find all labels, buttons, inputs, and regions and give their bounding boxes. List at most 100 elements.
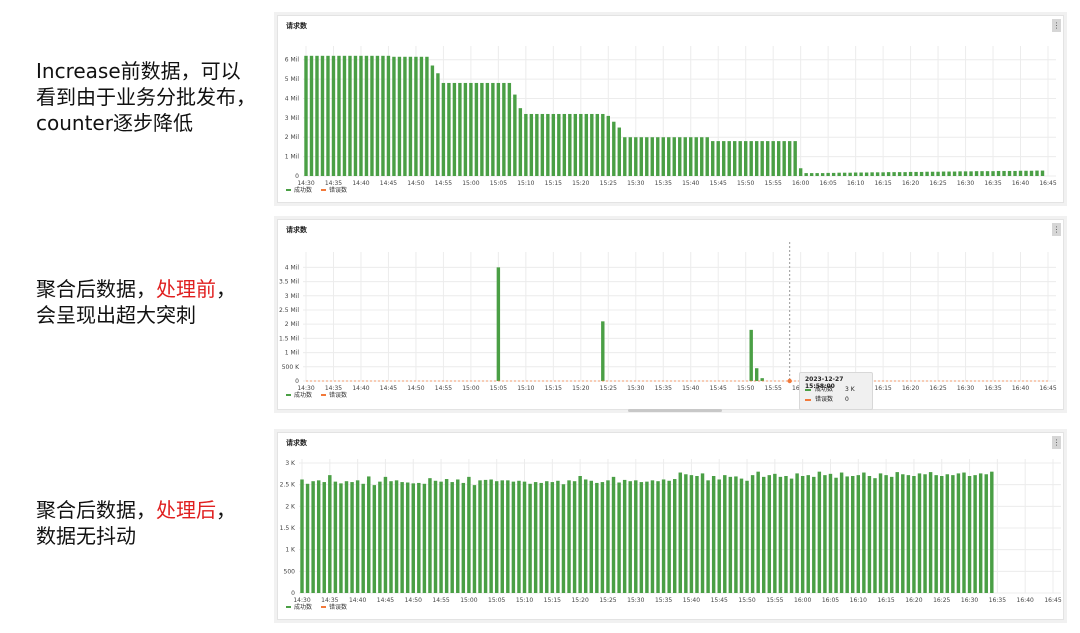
caption-line: 聚合后数据，处理后， [36, 497, 236, 523]
bar-success [984, 474, 988, 593]
bar-success [348, 55, 352, 176]
legend-swatch [321, 394, 326, 396]
bar-success [812, 476, 816, 593]
bar-success [578, 476, 582, 593]
bar-success [1018, 170, 1023, 176]
caption-text: 聚合后数据， [36, 277, 156, 301]
bar-success [441, 82, 446, 176]
legend-label: 成功数 [294, 603, 312, 611]
x-tick-label: 15:45 [710, 385, 727, 392]
bar-success [430, 65, 435, 176]
x-tick-label: 15:50 [737, 385, 754, 392]
x-tick-label: 15:55 [766, 597, 783, 604]
panel-menu-icon[interactable]: ⋮ [1052, 19, 1061, 32]
bar-success [556, 480, 560, 593]
bar-success [333, 481, 338, 593]
bar-success [304, 55, 308, 176]
chart-svg: 0 1 Mil 2 Mil 3 Mil 4 Mil 5 Mil 6 Mil 14:30 14:3… [285, 46, 1057, 194]
caption-before: 聚合后数据，处理前， 会呈现出超大突刺 [36, 276, 236, 328]
bar-success [722, 141, 726, 176]
bar-success [884, 475, 888, 593]
x-tick-label: 15:25 [599, 597, 616, 604]
bar-success [389, 481, 393, 593]
caption-line: Increase前数据，可以 [36, 59, 241, 83]
bar-success [695, 476, 699, 593]
x-tick-label: 14:50 [407, 385, 424, 392]
bar-success [342, 55, 347, 176]
bar-success [756, 471, 760, 593]
bar-success [917, 473, 922, 593]
bar-success [583, 479, 588, 593]
bar-success [524, 113, 528, 176]
panel-menu-icon[interactable]: ⋮ [1052, 436, 1061, 449]
x-tick-label: 14:45 [377, 597, 394, 604]
y-tick-label: 4 Mil [285, 95, 300, 102]
chart-tooltip: 2023-12-27 15:58:00 成功数 3 K 错误数 0 [799, 372, 873, 410]
bar-success [513, 94, 517, 176]
x-tick-label: 14:45 [380, 180, 397, 187]
bar-success [897, 172, 902, 176]
bar-success [859, 172, 863, 176]
tooltip-label: 成功数 [815, 386, 834, 393]
bar-success [706, 480, 710, 593]
x-tick-label: 15:15 [544, 597, 561, 604]
y-tick-label: 500 K [282, 364, 300, 371]
bar-success [700, 473, 705, 593]
bar-success [645, 481, 649, 593]
x-tick-label: 15:50 [738, 597, 755, 604]
bar-success [316, 480, 321, 593]
bar-success [397, 56, 402, 176]
x-tick-label: 16:15 [874, 180, 891, 187]
bar-success [483, 479, 488, 593]
x-tick-label: 14:55 [432, 597, 449, 604]
panel-menu-icon[interactable]: ⋮ [1052, 223, 1061, 236]
panel-title: 请求数 [286, 22, 307, 30]
tooltip-row: 成功数 3 K [805, 386, 865, 394]
bar-success [839, 472, 844, 593]
x-tick-label: 14:45 [380, 385, 397, 392]
x-tick-label: 16:45 [1044, 597, 1061, 604]
x-tick-label: 14:35 [321, 597, 338, 604]
bar-success [568, 113, 572, 176]
bar-success [705, 137, 709, 176]
bar-success [969, 171, 973, 176]
bar-success [856, 475, 861, 593]
legend-label: 错误数 [329, 186, 347, 194]
bar-success [689, 137, 693, 176]
bar-success [734, 476, 738, 593]
x-tick-label: 15:50 [737, 180, 754, 187]
legend-swatch [321, 606, 326, 608]
x-tick-label: 15:00 [462, 385, 479, 392]
x-tick-label: 16:05 [822, 597, 839, 604]
bar-success [892, 172, 896, 176]
bar-success [798, 168, 803, 176]
legend-label: 成功数 [294, 186, 312, 194]
bar-success [436, 73, 440, 176]
bar-success [494, 481, 499, 593]
bar-success [309, 55, 314, 176]
bar-success [511, 481, 516, 593]
bar-success [400, 482, 404, 593]
bar-success [963, 171, 968, 176]
bar-success [870, 172, 874, 176]
bar-success [650, 137, 654, 176]
x-tick-label: 15:15 [545, 385, 562, 392]
bar-success [533, 482, 538, 593]
x-tick-label: 16:30 [957, 180, 974, 187]
bar-success [528, 483, 532, 593]
bar-success [848, 172, 852, 176]
x-tick-label: 16:15 [877, 597, 894, 604]
caption-line: 聚合后数据，处理前， [36, 276, 236, 302]
bar-success [439, 481, 443, 593]
bar-success [606, 115, 611, 176]
horizontal-scrollbar[interactable] [628, 409, 722, 412]
legend-swatch [805, 399, 811, 401]
x-tick-label: 15:30 [627, 180, 644, 187]
caption-after: 聚合后数据，处理后， 数据无抖动 [36, 497, 236, 549]
bar-success [535, 113, 539, 176]
x-tick-label: 15:20 [572, 180, 589, 187]
bar-success [518, 108, 523, 176]
bar-success [326, 55, 330, 176]
legend-label: 错误数 [329, 391, 347, 399]
caption-highlight: 处理前 [156, 277, 216, 301]
